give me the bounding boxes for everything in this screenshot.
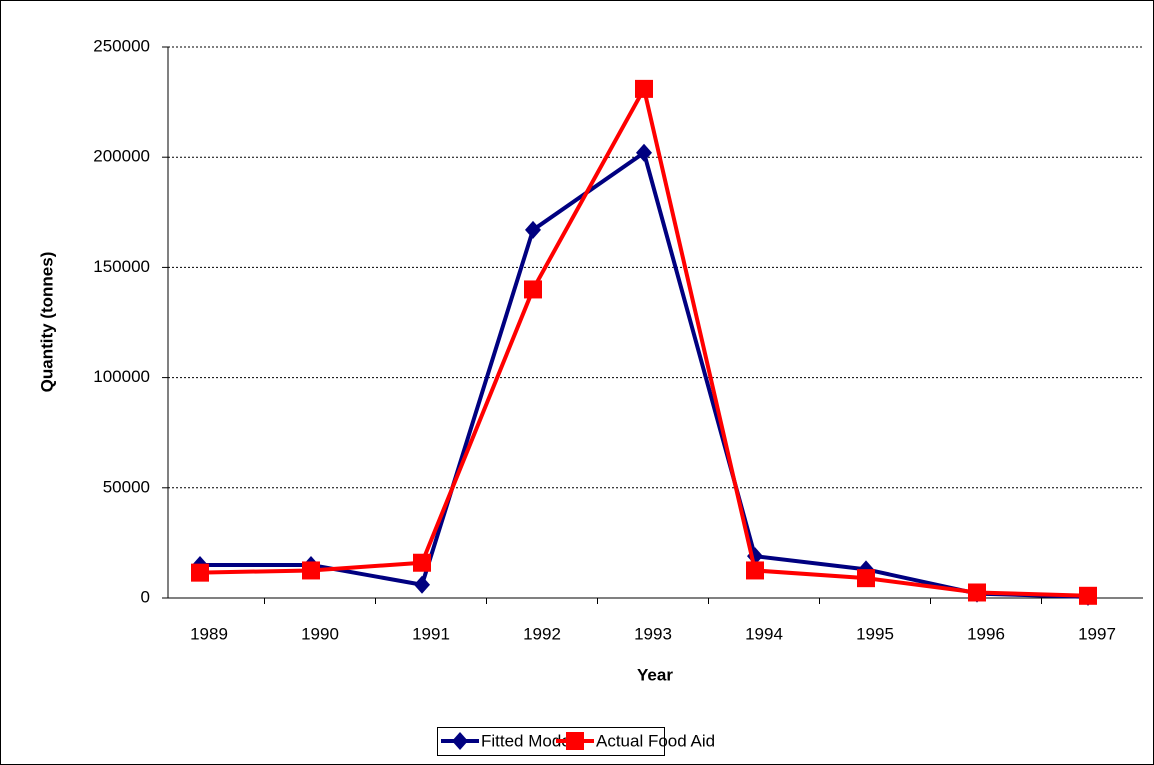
x-axis-label: Year xyxy=(637,665,673,684)
data-point xyxy=(636,143,652,162)
x-tick-label: 1989 xyxy=(190,624,228,643)
y-tick-label: 0 xyxy=(141,587,150,606)
legend-marker xyxy=(452,732,468,750)
x-tick-label: 1997 xyxy=(1078,624,1116,643)
data-point xyxy=(1079,586,1097,605)
data-point xyxy=(413,553,431,572)
y-tick-label: 200000 xyxy=(93,147,150,166)
data-point xyxy=(191,563,209,582)
data-point xyxy=(524,280,542,299)
legend-marker xyxy=(566,732,584,750)
x-tick-label: 1992 xyxy=(523,624,561,643)
data-point xyxy=(746,561,764,580)
x-tick-label: 1991 xyxy=(412,624,450,643)
legend-label: Fitted Model xyxy=(481,731,575,750)
data-point xyxy=(302,561,320,580)
x-tick-label: 1996 xyxy=(967,624,1005,643)
data-point xyxy=(525,220,541,239)
data-point xyxy=(414,575,430,594)
x-tick-label: 1995 xyxy=(856,624,894,643)
data-point xyxy=(857,569,875,588)
x-tick-label: 1993 xyxy=(634,624,672,643)
data-point xyxy=(635,79,653,98)
y-tick-label: 250000 xyxy=(93,36,150,55)
x-tick-label: 1990 xyxy=(301,624,339,643)
y-axis-label: Quantity (tonnes) xyxy=(37,252,56,393)
legend-label: Actual Food Aid xyxy=(596,731,715,750)
data-point xyxy=(968,583,986,602)
y-tick-label: 50000 xyxy=(103,477,150,496)
x-tick-label: 1994 xyxy=(745,624,783,643)
y-tick-label: 150000 xyxy=(93,257,150,276)
y-tick-label: 100000 xyxy=(93,367,150,386)
